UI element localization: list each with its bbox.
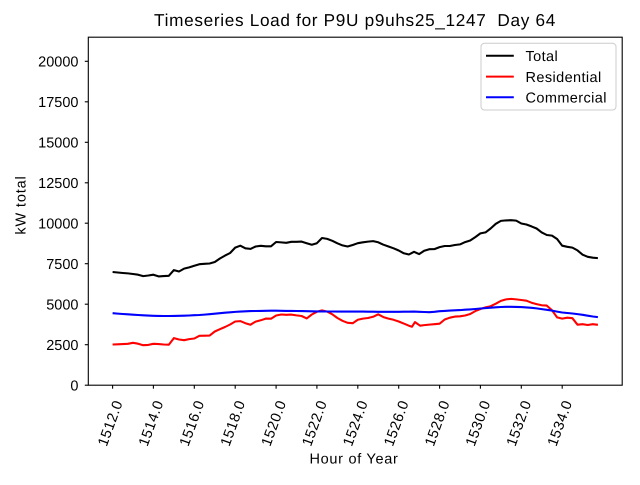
svg-text:Timeseries Load for P9U p9uhs2: Timeseries Load for P9U p9uhs25_1247 Day… [154, 10, 556, 30]
svg-text:0: 0 [70, 378, 78, 394]
svg-text:5000: 5000 [46, 297, 78, 313]
svg-text:17500: 17500 [38, 95, 78, 111]
svg-text:Residential: Residential [526, 70, 602, 86]
svg-text:2500: 2500 [46, 338, 78, 354]
svg-text:7500: 7500 [46, 257, 78, 273]
svg-text:Hour of Year: Hour of Year [309, 451, 398, 467]
svg-text:15000: 15000 [38, 136, 78, 152]
svg-text:Commercial: Commercial [526, 91, 607, 107]
svg-text:20000: 20000 [38, 55, 78, 71]
svg-text:12500: 12500 [38, 176, 78, 192]
svg-text:kW total: kW total [14, 175, 30, 234]
svg-text:10000: 10000 [38, 216, 78, 232]
svg-text:Total: Total [526, 49, 559, 65]
